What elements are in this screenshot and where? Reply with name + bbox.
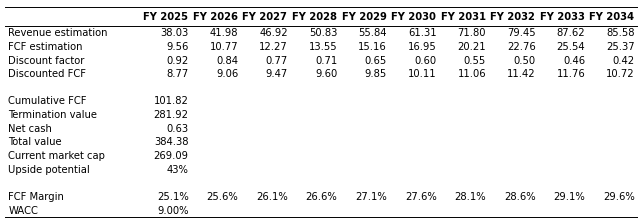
Text: FCF Margin: FCF Margin xyxy=(8,192,64,202)
Text: 79.45: 79.45 xyxy=(507,28,536,38)
Text: 269.09: 269.09 xyxy=(154,151,189,161)
Text: FY 2029: FY 2029 xyxy=(342,11,387,22)
Text: 25.6%: 25.6% xyxy=(207,192,238,202)
Text: 26.6%: 26.6% xyxy=(306,192,337,202)
Text: 27.1%: 27.1% xyxy=(355,192,387,202)
Text: 281.92: 281.92 xyxy=(154,110,189,120)
Text: FY 2030: FY 2030 xyxy=(391,11,436,22)
Text: 22.76: 22.76 xyxy=(507,42,536,52)
Text: FY 2033: FY 2033 xyxy=(540,11,585,22)
Text: Upside potential: Upside potential xyxy=(8,165,90,175)
Text: 26.1%: 26.1% xyxy=(256,192,288,202)
Text: 25.37: 25.37 xyxy=(606,42,635,52)
Text: Termination value: Termination value xyxy=(8,110,97,120)
Text: 25.1%: 25.1% xyxy=(157,192,189,202)
Text: 11.76: 11.76 xyxy=(557,69,586,79)
Text: 61.31: 61.31 xyxy=(408,28,436,38)
Text: 55.84: 55.84 xyxy=(358,28,387,38)
Text: 9.47: 9.47 xyxy=(266,69,288,79)
Text: 20.21: 20.21 xyxy=(458,42,486,52)
Text: 0.46: 0.46 xyxy=(563,55,586,66)
Text: 0.50: 0.50 xyxy=(513,55,536,66)
Text: Total value: Total value xyxy=(8,137,62,147)
Text: 11.06: 11.06 xyxy=(458,69,486,79)
Text: Discounted FCF: Discounted FCF xyxy=(8,69,86,79)
Text: 9.60: 9.60 xyxy=(315,69,337,79)
Text: 9.00%: 9.00% xyxy=(157,205,189,216)
Text: FCF estimation: FCF estimation xyxy=(8,42,83,52)
Text: 15.16: 15.16 xyxy=(358,42,387,52)
Text: FY 2028: FY 2028 xyxy=(292,11,337,22)
Text: FY 2031: FY 2031 xyxy=(441,11,486,22)
Text: 28.1%: 28.1% xyxy=(454,192,486,202)
Text: 13.55: 13.55 xyxy=(308,42,337,52)
Text: FY 2034: FY 2034 xyxy=(589,11,635,22)
Text: 0.84: 0.84 xyxy=(216,55,238,66)
Text: 0.60: 0.60 xyxy=(415,55,436,66)
Text: Revenue estimation: Revenue estimation xyxy=(8,28,108,38)
Text: 25.54: 25.54 xyxy=(557,42,586,52)
Text: 0.92: 0.92 xyxy=(166,55,189,66)
Text: Current market cap: Current market cap xyxy=(8,151,105,161)
Text: 41.98: 41.98 xyxy=(210,28,238,38)
Text: Cumulative FCF: Cumulative FCF xyxy=(8,96,87,106)
Text: 28.6%: 28.6% xyxy=(504,192,536,202)
Text: 85.58: 85.58 xyxy=(606,28,635,38)
Text: WACC: WACC xyxy=(8,205,38,216)
Text: 43%: 43% xyxy=(167,165,189,175)
Text: 0.63: 0.63 xyxy=(166,124,189,134)
Text: FY 2025: FY 2025 xyxy=(143,11,188,22)
Text: 9.56: 9.56 xyxy=(166,42,189,52)
Text: FY 2026: FY 2026 xyxy=(193,11,238,22)
Text: 0.55: 0.55 xyxy=(464,55,486,66)
Text: 10.77: 10.77 xyxy=(209,42,238,52)
Text: 11.42: 11.42 xyxy=(507,69,536,79)
Text: 101.82: 101.82 xyxy=(154,96,189,106)
Text: 46.92: 46.92 xyxy=(259,28,288,38)
Text: 27.6%: 27.6% xyxy=(404,192,436,202)
Text: 8.77: 8.77 xyxy=(166,69,189,79)
Text: 0.71: 0.71 xyxy=(315,55,337,66)
Text: 16.95: 16.95 xyxy=(408,42,436,52)
Text: 87.62: 87.62 xyxy=(557,28,586,38)
Text: 38.03: 38.03 xyxy=(161,28,189,38)
Text: Discount factor: Discount factor xyxy=(8,55,84,66)
Text: 12.27: 12.27 xyxy=(259,42,288,52)
Text: 29.1%: 29.1% xyxy=(554,192,586,202)
Text: Net cash: Net cash xyxy=(8,124,52,134)
Text: FY 2027: FY 2027 xyxy=(243,11,287,22)
Text: 10.72: 10.72 xyxy=(606,69,635,79)
Text: 71.80: 71.80 xyxy=(458,28,486,38)
Text: 9.06: 9.06 xyxy=(216,69,238,79)
Text: 0.65: 0.65 xyxy=(365,55,387,66)
Text: 9.85: 9.85 xyxy=(365,69,387,79)
Text: 384.38: 384.38 xyxy=(154,137,189,147)
Text: 29.6%: 29.6% xyxy=(603,192,635,202)
Text: 50.83: 50.83 xyxy=(309,28,337,38)
Text: 0.77: 0.77 xyxy=(266,55,288,66)
Text: 0.42: 0.42 xyxy=(612,55,635,66)
Text: FY 2032: FY 2032 xyxy=(490,11,535,22)
Text: 10.11: 10.11 xyxy=(408,69,436,79)
